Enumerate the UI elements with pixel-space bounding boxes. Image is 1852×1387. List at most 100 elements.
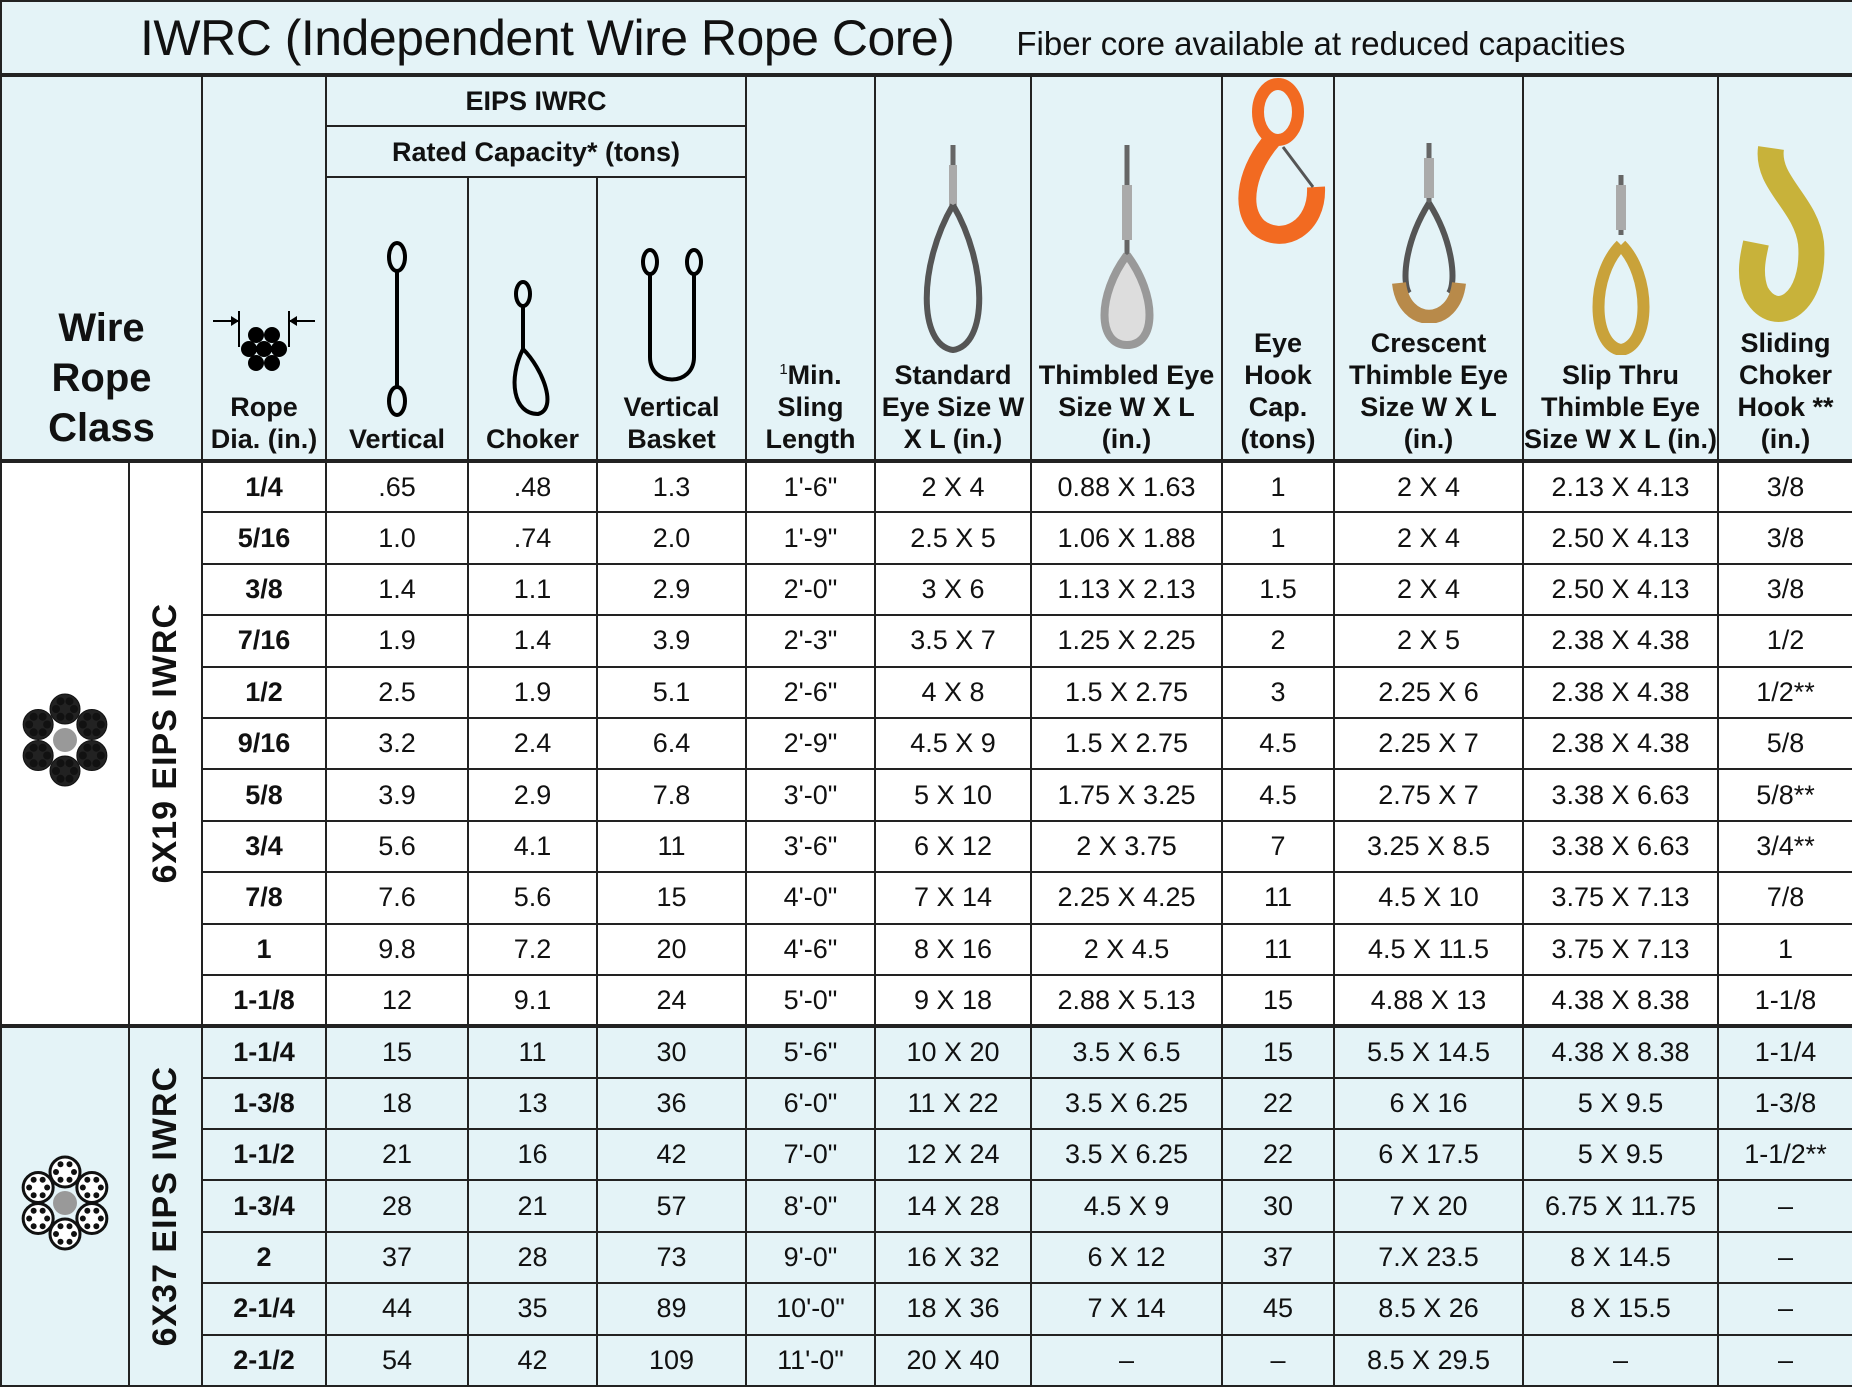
choker-hitch-icon — [512, 280, 549, 417]
table-cell: 24 — [596, 973, 747, 1028]
table-cell: 5.6 — [467, 871, 598, 925]
table-cell: 4.38 X 8.38 — [1522, 1024, 1719, 1079]
table-cell: 36 — [596, 1076, 747, 1131]
slip-thru-thimble-sling-icon — [1592, 175, 1649, 355]
header-min-sling-length: 1Min. Sling Length — [745, 74, 876, 462]
header-vertical-label: Vertical — [348, 424, 446, 454]
header-choker: Choker — [467, 176, 598, 462]
header-rope-dia: Rope Dia. (in.) — [201, 74, 327, 462]
table-cell: 3.75 X 7.13 — [1522, 871, 1719, 925]
page-subtitle: Fiber core available at reduced capaciti… — [1016, 24, 1626, 62]
rope-dia-cell: 1-3/8 — [201, 1076, 327, 1131]
table-row: 1-1/8 12 9.1 24 5'-0" 9 X 18 2.88 X 5.13 15 4.88… — [1, 973, 1852, 1028]
rope-dia-cell: 7/8 — [201, 871, 327, 925]
table-cell: 3/8 — [1717, 458, 1852, 514]
table-cell: 4.5 X 9 — [874, 716, 1032, 771]
table-cell: 1.4 — [325, 562, 469, 617]
table-cell: 3.38 X 6.63 — [1522, 768, 1719, 822]
table-cell: – — [1522, 1333, 1719, 1387]
table-cell: 1.5 X 2.75 — [1030, 665, 1223, 719]
rope-dia-cell: 1-1/4 — [201, 1024, 327, 1079]
table-cell: 2.25 X 7 — [1333, 716, 1524, 771]
table-cell: 1/2** — [1717, 665, 1852, 719]
table-cell: 1.13 X 2.13 — [1030, 562, 1223, 617]
table-cell: 37 — [325, 1230, 469, 1285]
table-cell: 11 — [1221, 922, 1335, 976]
table-cell: 7 X 14 — [874, 871, 1032, 925]
table-cell: 11 — [467, 1024, 598, 1079]
table-cell: 10 X 20 — [874, 1024, 1032, 1079]
table-cell: 1.5 — [1221, 562, 1335, 617]
table-cell: 5.1 — [596, 665, 747, 719]
table-cell: 5.6 — [325, 819, 469, 874]
header-sliding-label: Sliding Choker Hook ** (in.) — [1737, 328, 1834, 454]
table-cell: 37 — [1221, 1230, 1335, 1285]
table-cell: 3.25 X 8.5 — [1333, 819, 1524, 874]
table-cell: 12 — [325, 973, 469, 1028]
table-cell: 11 — [1221, 871, 1335, 925]
table-cell: 1.3 — [596, 458, 747, 514]
table-cell: 3.5 X 6.25 — [1030, 1076, 1223, 1131]
table-cell: 6 X 17.5 — [1333, 1128, 1524, 1182]
table-cell: 3.5 X 6.5 — [1030, 1024, 1223, 1079]
table-cell: 89 — [596, 1282, 747, 1336]
table-cell: 1.4 — [467, 614, 598, 668]
table-cell: 8'-0" — [745, 1179, 876, 1233]
rope-dia-cell: 2 — [201, 1230, 327, 1285]
table-row: 6X19 EIPS IWRC 1/4.65.48 1.3 1'-6" 2 X 4 0.88… — [0, 458, 1852, 1028]
table-cell: 4'-0" — [745, 871, 876, 925]
rope-dia-cell: 7/16 — [201, 614, 327, 668]
table-cell: 2'-6" — [745, 665, 876, 719]
table-cell: 4.38 X 8.38 — [1522, 973, 1719, 1028]
table-cell: 2.38 X 4.38 — [1522, 614, 1719, 668]
table-cell: 0.88 X 1.63 — [1030, 458, 1223, 514]
table-cell: 12 X 24 — [874, 1128, 1032, 1182]
table-cell: 5 X 9.5 — [1522, 1128, 1719, 1182]
table-cell: 1.75 X 3.25 — [1030, 768, 1223, 822]
table-cell: 3 — [1221, 665, 1335, 719]
table-cell: 21 — [467, 1179, 598, 1233]
table-cell: 1.25 X 2.25 — [1030, 614, 1223, 668]
wire-rope-6x37-cross-section-icon — [21, 1155, 109, 1251]
table-row: 2 37 28 73 9'-0" 16 X 32 6 X 12 37 7.X 23.5 8 X 1… — [1, 1230, 1852, 1285]
table-cell: 2.75 X 7 — [1333, 768, 1524, 822]
header-rated-capacity: Rated Capacity* (tons) — [325, 125, 747, 178]
section-6x37: 6X37 EIPS IWRC 1-1/4 15 11 30 5'-6" 10 X 20 3.5… — [0, 1024, 1852, 1387]
table-row: 3/8 1.4 1.1 2.9 2'-0" 3 X 6 1.13 X 2.13 1.5 2 X … — [1, 562, 1852, 617]
header-standard-eye: Standard Eye Size W X L (in.) — [874, 74, 1032, 462]
table-cell: 16 X 32 — [874, 1230, 1032, 1285]
table-cell: 1.06 X 1.88 — [1030, 511, 1223, 565]
table-row: 7/16 1.9 1.4 3.9 2'-3" 3.5 X 7 1.25 X 2.25 2 2 X… — [1, 614, 1852, 668]
table-row: 1-3/8 18 13 36 6'-0" 11 X 22 3.5 X 6.25 22 6 X 1… — [1, 1076, 1852, 1131]
table-cell: 2'-0" — [745, 562, 876, 617]
table-cell: 1.5 X 2.75 — [1030, 716, 1223, 771]
table-cell: 3/4** — [1717, 819, 1852, 874]
header-crescent-thimble: Crescent Thimble Eye Size W X L (in.) — [1333, 74, 1524, 462]
rope-class-label-cell: 6X37 EIPS IWRC — [128, 1024, 203, 1387]
table-cell: 5'-6" — [745, 1024, 876, 1079]
table-cell: 11 — [596, 819, 747, 874]
table-cell: 6 X 12 — [874, 819, 1032, 874]
table-row: 5/8 3.9 2.9 7.8 3'-0" 5 X 10 1.75 X 3.25 4.5 2.7… — [1, 768, 1852, 822]
table-cell: 15 — [325, 1024, 469, 1079]
table-cell: 13 — [467, 1076, 598, 1131]
table-cell: 18 — [325, 1076, 469, 1131]
table-cell: 109 — [596, 1333, 747, 1387]
table-cell: 10'-0" — [745, 1282, 876, 1336]
header-sliding-choker-hook: Sliding Choker Hook ** (in.) — [1717, 74, 1852, 462]
table-row: 9/16 3.2 2.4 6.4 2'-9" 4.5 X 9 1.5 X 2.75 4.5 2.… — [1, 716, 1852, 771]
header-vertical-basket: Vertical Basket — [596, 176, 747, 462]
rope-dia-cell: 1-3/4 — [201, 1179, 327, 1233]
table-cell: 1.9 — [325, 614, 469, 668]
table-cell: 8 X 14.5 — [1522, 1230, 1719, 1285]
table-cell: 2.5 X 5 — [874, 511, 1032, 565]
table-cell: 21 — [325, 1128, 469, 1182]
table-cell: 7.8 — [596, 768, 747, 822]
header-eye-hook: Eye Hook Cap. (tons) — [1221, 74, 1335, 462]
header-min-label: Min. Sling Length — [765, 360, 856, 454]
table-cell: 2.88 X 5.13 — [1030, 973, 1223, 1028]
table-cell: – — [1221, 1333, 1335, 1387]
table-cell: 28 — [467, 1230, 598, 1285]
orange-eye-hook-icon — [1238, 78, 1326, 244]
